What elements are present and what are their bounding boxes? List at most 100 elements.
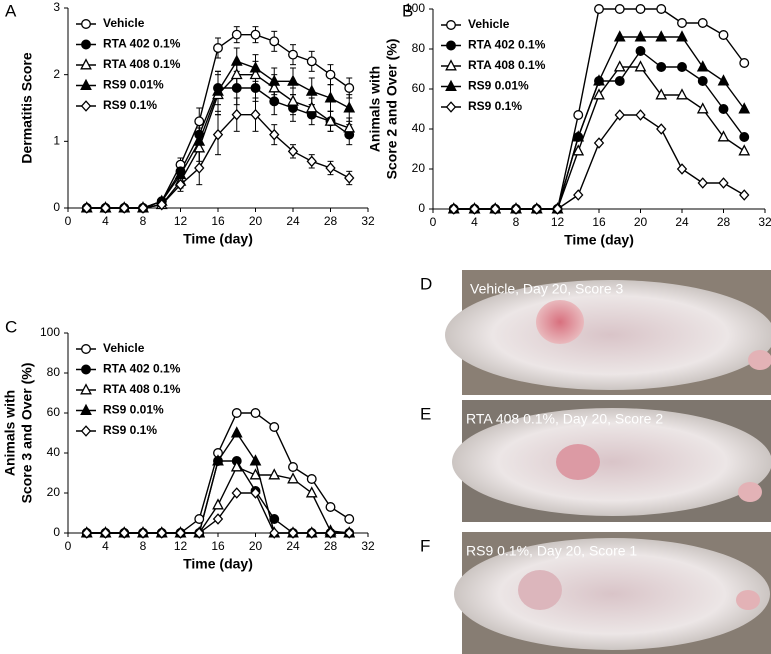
marker (718, 104, 729, 114)
marker (614, 4, 625, 14)
marker (738, 144, 751, 156)
y-axis-label: Score 3 and Over (%) (19, 363, 35, 504)
photo-e (452, 400, 771, 522)
marker (697, 18, 708, 28)
marker (739, 132, 750, 142)
marker (697, 76, 708, 86)
x-tick-label: 20 (249, 539, 263, 553)
legend-label: RS9 0.01% (468, 79, 529, 93)
marker (212, 84, 224, 96)
marker (325, 502, 336, 512)
x-tick-label: 4 (102, 214, 109, 228)
x-tick-label: 28 (324, 539, 338, 553)
photo-d (445, 270, 771, 395)
marker (269, 422, 280, 432)
marker (137, 202, 149, 214)
marker (100, 527, 111, 539)
marker (490, 203, 501, 215)
marker (230, 460, 243, 472)
marker (676, 163, 688, 175)
x-tick-label: 0 (65, 539, 72, 553)
marker (249, 67, 262, 80)
marker (635, 109, 646, 121)
x-tick-label: 8 (140, 539, 147, 553)
marker (231, 108, 242, 121)
marker (656, 4, 667, 14)
marker (230, 426, 243, 438)
marker (717, 74, 730, 86)
legend-label: RTA 402 0.1% (468, 38, 546, 52)
marker (268, 74, 281, 86)
y-tick-label: 1 (53, 134, 60, 148)
y-tick-label: 40 (412, 121, 426, 135)
y-tick-label: 0 (53, 200, 60, 214)
x-tick-label: 32 (361, 539, 375, 553)
x-tick-label: 12 (174, 539, 188, 553)
marker (212, 128, 224, 141)
x-tick-label: 24 (675, 215, 689, 229)
marker (697, 177, 708, 189)
x-tick-label: 20 (634, 215, 648, 229)
marker (324, 114, 337, 126)
marker (119, 202, 130, 214)
x-tick-label: 8 (513, 215, 520, 229)
x-axis-label: Time (day) (183, 231, 253, 247)
marker (268, 468, 281, 480)
legend-marker (80, 78, 92, 90)
marker (269, 96, 280, 107)
legend-label: Vehicle (468, 17, 510, 31)
y-tick-label: 0 (418, 201, 425, 215)
marker (137, 527, 149, 539)
marker (531, 203, 542, 215)
legend-label: Vehicle (103, 16, 145, 30)
marker (212, 498, 224, 510)
marker (306, 527, 317, 539)
legend-marker (80, 383, 92, 395)
marker (194, 514, 205, 524)
x-tick-label: 28 (717, 215, 731, 229)
marker (634, 60, 647, 72)
marker (194, 527, 205, 539)
marker (213, 43, 223, 53)
marker (613, 30, 626, 42)
marker (194, 162, 205, 174)
marker (614, 76, 625, 86)
y-tick-label: 20 (47, 485, 61, 499)
marker (230, 54, 243, 66)
marker (212, 513, 224, 525)
y-tick-label: 60 (412, 81, 426, 95)
panel-label: A (5, 1, 17, 20)
marker (156, 527, 167, 539)
legend-marker (445, 59, 457, 71)
marker (655, 88, 668, 100)
marker (306, 56, 317, 67)
legend-marker (81, 19, 91, 29)
marker (739, 58, 750, 68)
y-tick-label: 100 (40, 325, 60, 339)
marker (269, 514, 280, 524)
y-axis-label: Dermatitis Score (19, 52, 35, 163)
x-tick-label: 32 (758, 215, 771, 229)
legend-label: RTA 408 0.1% (103, 382, 181, 396)
marker (344, 514, 355, 524)
legend-label: RTA 402 0.1% (103, 362, 181, 376)
marker (175, 178, 186, 191)
marker (231, 408, 242, 418)
x-tick-label: 16 (211, 214, 225, 228)
marker (635, 4, 646, 14)
legend-marker (80, 100, 92, 112)
marker (175, 527, 186, 539)
marker (81, 202, 92, 214)
marker (718, 30, 729, 40)
legend-marker (81, 344, 91, 354)
legend-marker (81, 364, 91, 375)
marker (594, 4, 604, 14)
photo-caption: RS9 0.1%, Day 20, Score 1 (466, 543, 637, 559)
marker (100, 202, 111, 214)
panel-label: C (5, 317, 17, 336)
legend-label: RS9 0.01% (103, 403, 164, 417)
marker (613, 60, 626, 72)
marker (194, 116, 205, 127)
y-tick-label: 80 (47, 365, 61, 379)
